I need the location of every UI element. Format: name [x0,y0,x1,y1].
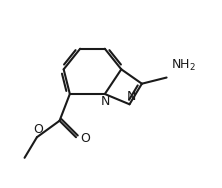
Text: N: N [101,95,111,108]
Text: O: O [80,132,90,145]
Text: NH$_2$: NH$_2$ [170,58,196,73]
Text: N: N [127,90,136,103]
Text: O: O [33,123,43,136]
